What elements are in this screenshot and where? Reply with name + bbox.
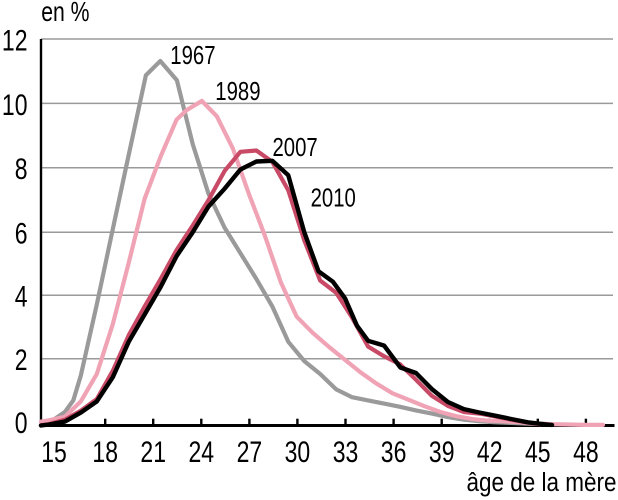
svg-text:6: 6: [15, 217, 28, 250]
svg-text:24: 24: [189, 435, 215, 468]
svg-text:39: 39: [429, 435, 455, 468]
svg-text:21: 21: [140, 435, 166, 468]
svg-text:2007: 2007: [273, 133, 318, 162]
svg-text:10: 10: [2, 88, 28, 121]
svg-text:en %: en %: [41, 0, 89, 28]
svg-text:4: 4: [15, 280, 28, 313]
svg-text:1989: 1989: [215, 76, 260, 105]
svg-text:42: 42: [477, 435, 503, 468]
svg-text:30: 30: [285, 435, 311, 468]
svg-text:8: 8: [15, 152, 28, 185]
svg-text:27: 27: [237, 435, 263, 468]
svg-text:45: 45: [525, 435, 551, 468]
svg-text:1967: 1967: [170, 41, 215, 70]
svg-text:2010: 2010: [311, 183, 356, 212]
svg-text:48: 48: [573, 435, 599, 468]
svg-text:18: 18: [92, 435, 118, 468]
svg-text:36: 36: [381, 435, 407, 468]
svg-text:0: 0: [15, 406, 28, 439]
svg-text:12: 12: [2, 24, 28, 57]
svg-text:15: 15: [41, 435, 67, 468]
svg-text:2: 2: [15, 343, 28, 376]
svg-text:33: 33: [333, 435, 359, 468]
svg-text:âge de la mère: âge de la mère: [467, 469, 617, 498]
